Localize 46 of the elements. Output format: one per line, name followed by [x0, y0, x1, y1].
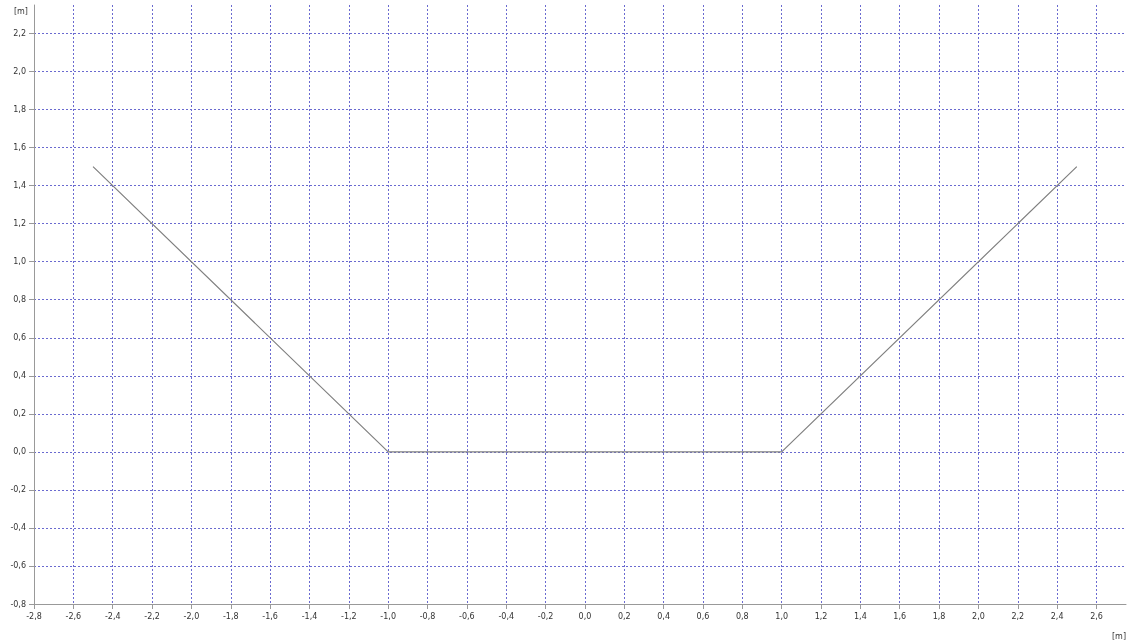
y-tick-label: -0,6: [10, 561, 26, 571]
y-tick-label: 1,6: [13, 143, 26, 153]
x-tick-label: 1,6: [893, 611, 907, 621]
y-tick-label: 1,2: [13, 219, 26, 229]
x-tick-label: -2,6: [65, 611, 82, 621]
y-tick-label: -0,4: [10, 523, 26, 533]
y-tick-label: 1,0: [13, 257, 26, 267]
x-tick-label: -0,6: [459, 611, 475, 621]
x-tick-label: -1,0: [380, 611, 396, 621]
x-tick-label: 1,8: [932, 611, 946, 621]
x-tick-label: 0,0: [578, 611, 592, 621]
y-tick-label: 0,8: [13, 295, 26, 305]
x-tick-label: -1,8: [222, 611, 239, 621]
y-tick-label: 1,4: [13, 181, 26, 191]
x-tick-label: 1,0: [775, 611, 789, 621]
x-tick-label: -1,6: [262, 611, 278, 621]
x-tick-label: 1,2: [814, 611, 828, 621]
x-tick-label: 0,6: [696, 611, 710, 621]
y-tick-label: -0,2: [10, 485, 26, 495]
y-tick-label: 0,0: [13, 447, 26, 457]
y-tick-label: 0,4: [13, 371, 26, 381]
x-tick-label: 2,2: [1011, 611, 1025, 621]
x-tick-label: -0,2: [537, 611, 554, 621]
x-tick-label: -2,0: [183, 611, 200, 621]
x-tick-label: -0,4: [498, 611, 515, 621]
x-tick-label: -0,8: [419, 611, 436, 621]
x-tick-label: 2,0: [972, 611, 985, 621]
x-tick-label: 0,8: [735, 611, 749, 621]
x-axis-title: [m]: [1112, 631, 1127, 641]
x-tick-label: -2,8: [26, 611, 42, 621]
x-tick-label: 2,6: [1090, 611, 1103, 621]
x-tick-label: 0,4: [657, 611, 670, 621]
y-tick-label: 2,0: [13, 67, 26, 77]
y-tick-label: 0,2: [13, 409, 26, 419]
y-tick-label: 0,6: [13, 333, 26, 343]
y-tick-label: 2,2: [13, 29, 26, 39]
y-axis-title: [m]: [13, 6, 28, 16]
x-tick-label: 2,4: [1050, 611, 1064, 621]
x-tick-label: -1,4: [301, 611, 318, 621]
x-tick-label: 1,4: [854, 611, 867, 621]
x-tick-label: -2,2: [144, 611, 160, 621]
y-tick-label: -0,8: [10, 599, 26, 609]
x-tick-label: -2,4: [104, 611, 121, 621]
y-tick-label: 1,8: [13, 105, 26, 115]
x-tick-label: 0,2: [617, 611, 631, 621]
x-tick-label: -1,2: [341, 611, 357, 621]
